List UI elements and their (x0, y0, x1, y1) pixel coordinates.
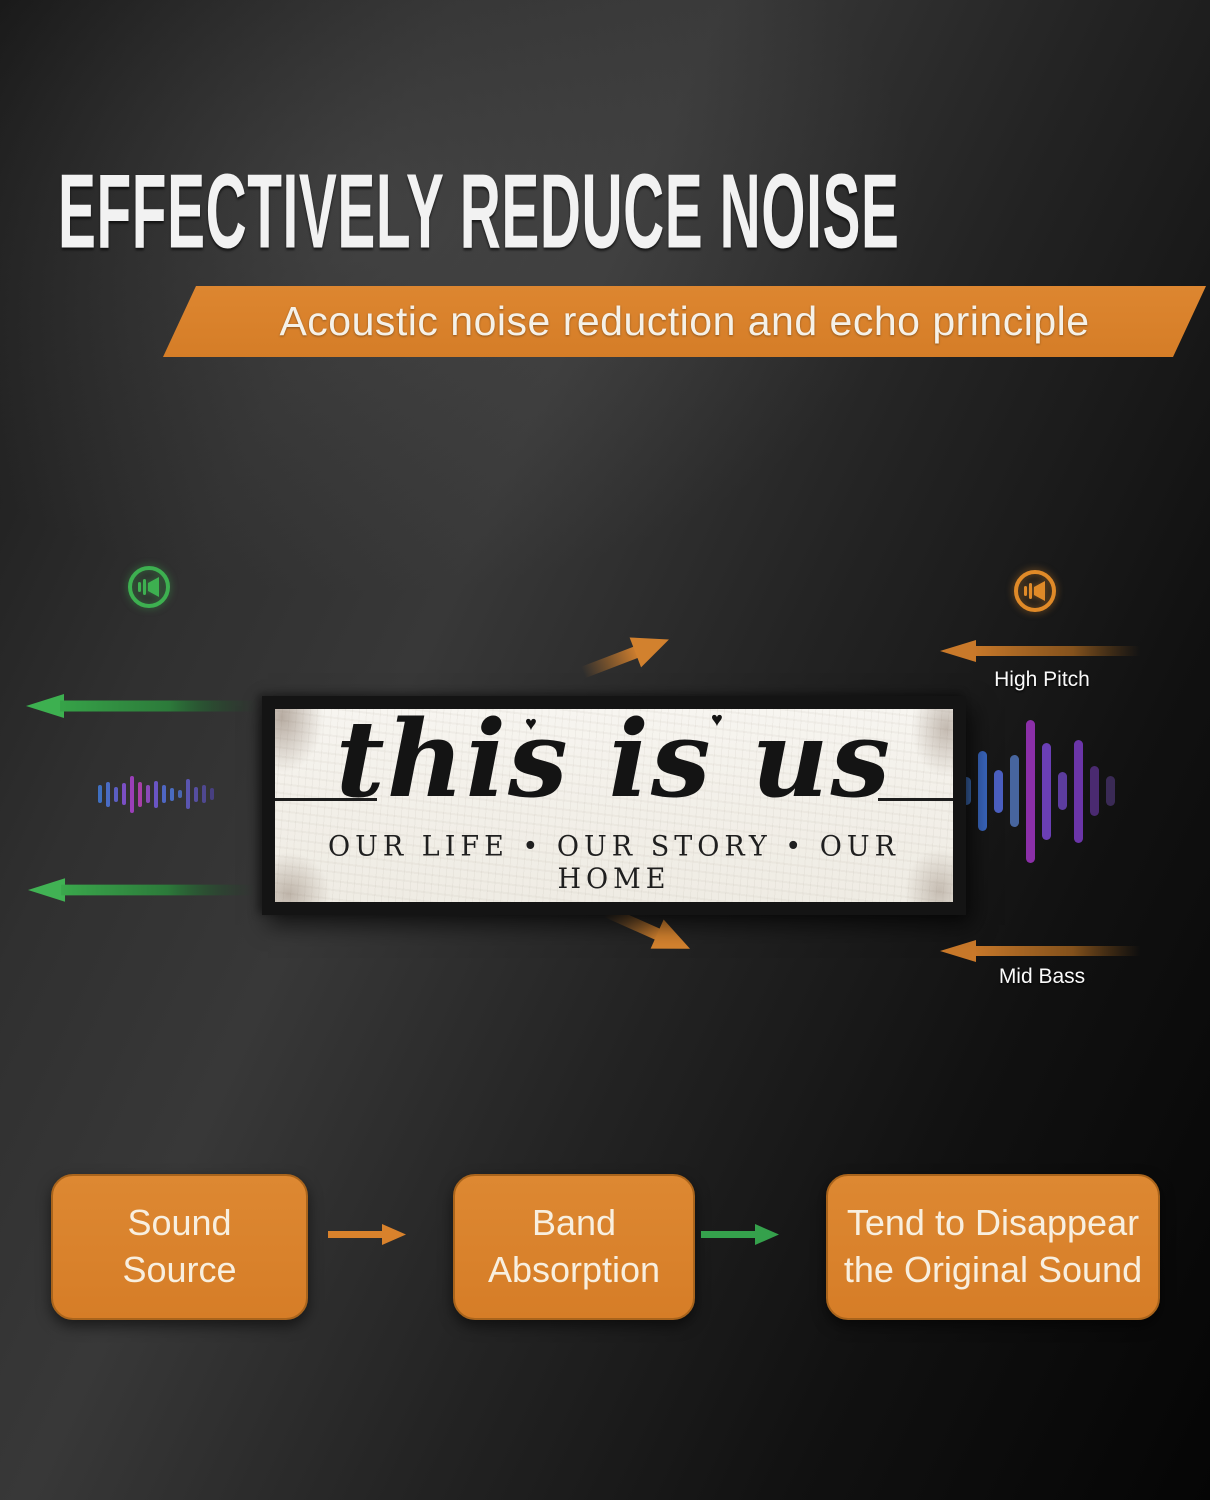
equalizer-bar (146, 785, 150, 803)
equalizer-bar (1010, 755, 1019, 827)
flow-step-disappear: Tend to Disappear the Original Sound (826, 1174, 1160, 1320)
equalizer-bar (154, 780, 158, 808)
flow-arrow-green-icon (701, 1222, 779, 1246)
flow-arrow-orange-icon (328, 1222, 406, 1246)
flow-step-band-absorption: Band Absorption (453, 1174, 695, 1320)
canvas-subtitle: OUR LIFE • OUR STORY • OUR HOME (327, 830, 900, 896)
equalizer-bar (1090, 766, 1099, 816)
speaker-icon-orange (1012, 568, 1058, 614)
banner-ribbon: Acoustic noise reduction and echo princi… (163, 286, 1206, 357)
equalizer-bar (162, 785, 166, 803)
page-title: EFFECTIVELY REDUCE NOISE (58, 151, 900, 271)
equalizer-bar (186, 779, 190, 809)
mid-bass-label: Mid Bass (998, 965, 1086, 988)
equalizer-bar (106, 781, 110, 807)
wall-art-canvas: this is us ♥ ♥ OUR LIFE • OUR STORY • OU… (262, 696, 966, 915)
equalizer-bar (978, 751, 987, 831)
banner-text: Acoustic noise reduction and echo princi… (279, 298, 1090, 344)
equalizer-bar (1026, 719, 1035, 863)
waveform-large (962, 716, 1115, 866)
equalizer-bar (1042, 742, 1051, 840)
equalizer-bar (994, 769, 1003, 813)
equalizer-bar (130, 775, 134, 813)
mid-bass-arrow-icon (940, 938, 1140, 964)
equalizer-bar (1058, 772, 1067, 810)
equalizer-bar (1074, 739, 1083, 843)
equalizer-bar (98, 785, 102, 803)
equalizer-bar (210, 788, 214, 800)
heart-icon: ♥ (711, 709, 723, 731)
swash-line-right (878, 797, 953, 801)
equalizer-bar (1106, 776, 1115, 806)
equalizer-bar (178, 790, 182, 798)
waveform-small (98, 772, 214, 816)
equalizer-bar (202, 785, 206, 803)
equalizer-bar (194, 786, 198, 802)
equalizer-bar (114, 786, 118, 802)
equalizer-bar (170, 787, 174, 801)
equalizer-bar (138, 781, 142, 807)
orange-arrow-upper-1-icon (576, 621, 676, 691)
swash-line-left (275, 797, 377, 801)
canvas-script-text: this is us (335, 709, 893, 821)
green-arrow-top-icon (26, 692, 258, 720)
equalizer-bar (962, 777, 971, 805)
high-pitch-label: High Pitch (994, 668, 1090, 691)
equalizer-bar (122, 783, 126, 805)
flow-step-sound-source: Sound Source (51, 1174, 308, 1320)
high-pitch-arrow-icon (940, 638, 1140, 664)
canvas-face: this is us ♥ ♥ OUR LIFE • OUR STORY • OU… (275, 709, 953, 902)
green-arrow-bottom-icon (28, 876, 254, 904)
heart-icon: ♥ (525, 713, 537, 735)
speaker-icon-green (126, 564, 172, 610)
